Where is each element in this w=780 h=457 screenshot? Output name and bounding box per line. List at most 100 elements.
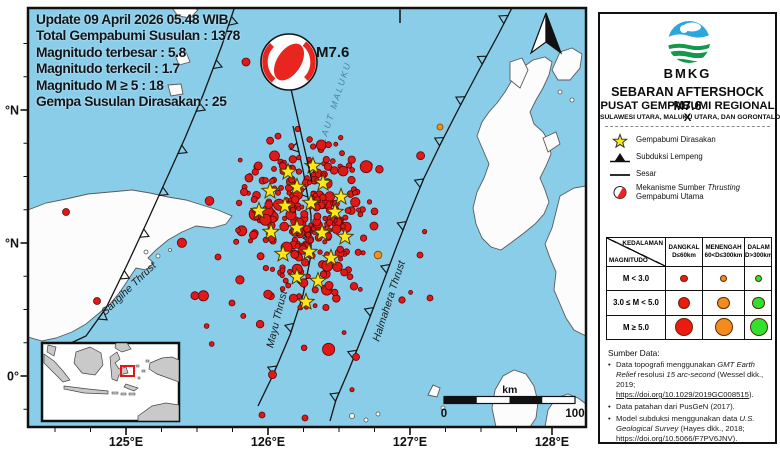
aftershock-dot	[233, 238, 240, 245]
aftershock-dot	[322, 342, 336, 356]
lon-tick-label: 126°E	[251, 435, 285, 449]
aftershock-dot	[62, 208, 70, 216]
felt-star	[308, 271, 328, 290]
legend-item: Sesar	[609, 167, 773, 182]
felt-star	[261, 222, 281, 241]
aftershock-dot	[339, 150, 345, 157]
mainshock-magnitude-label: M7.6	[316, 44, 349, 61]
update-info-box: Update 09 April 2026 05.48 WIB Total Gem…	[36, 12, 240, 110]
aftershock-dot	[310, 171, 317, 178]
aftershock-dot	[325, 141, 332, 149]
scale-value: 0	[441, 408, 447, 420]
aftershock-dot	[203, 323, 210, 329]
aftershock-dot	[350, 197, 361, 208]
magnitude-depth-circle	[677, 296, 691, 310]
felt-star	[325, 202, 345, 221]
aftershock-dot	[324, 280, 334, 290]
aftershock-dot	[256, 252, 265, 261]
legend-item-label: Subduksi Lempeng	[636, 152, 703, 162]
lon-tick-label: 128°E	[535, 435, 569, 449]
table-corner-cell: KEDALAMAN MAGNITUDO	[607, 238, 665, 266]
magnitude-depth-circle	[675, 318, 693, 337]
aftershock-dot-medium-depth	[373, 250, 383, 260]
total-aftershocks-line: Total Gempabumi Susulan : 1378	[36, 28, 240, 44]
aftershock-dot	[269, 177, 276, 184]
magnitude-depth-circle	[749, 318, 768, 337]
aftershock-dot	[262, 264, 269, 272]
landmass	[544, 185, 586, 337]
aftershock-dot	[262, 177, 269, 184]
legend-item-label: Sesar	[636, 169, 657, 179]
aftershock-dot	[93, 297, 101, 305]
aftershock-dot	[305, 273, 311, 279]
scale-value: 100	[565, 408, 584, 420]
update-line: Update 09 April 2026 05.48 WIB	[36, 12, 229, 27]
aftershock-dot	[317, 249, 323, 255]
magnitude-depth-circle	[714, 318, 733, 337]
aftershock-dot	[338, 256, 344, 262]
aftershock-dot	[337, 165, 349, 177]
aftershock-dot	[352, 190, 358, 196]
felt-star	[249, 201, 269, 220]
panel-subtitle: PUSAT GEMPABUMI REGIONAL X	[600, 100, 775, 124]
aftershock-dot	[312, 192, 318, 198]
table-circle-cell	[702, 290, 744, 315]
aftershock-dot	[336, 245, 344, 253]
aftershock-dot	[268, 370, 277, 380]
aftershock-dot	[408, 289, 414, 295]
source-item: • Data patahan dari PusGeN (2017).	[608, 402, 735, 411]
north-arrow	[529, 12, 563, 55]
aftershock-dot	[263, 289, 273, 299]
aftershock-dot	[278, 162, 287, 170]
aftershock-dot	[299, 204, 305, 210]
felt-star	[335, 227, 355, 246]
aftershock-dot	[269, 150, 280, 162]
felt-star	[301, 193, 321, 212]
aftershock-dot	[190, 291, 200, 301]
magnitude-depth-circle	[752, 296, 765, 310]
panel-region-subtitle: SULAWESI UTARA, MALUKU UTARA, DAN GORONT…	[600, 114, 780, 121]
source-item: • Data topografi menggunakan GMT Earth Re…	[608, 360, 764, 399]
aftershock-dot	[288, 155, 297, 164]
aftershock-dot	[279, 273, 285, 279]
aftershock-dot	[294, 243, 301, 249]
aftershock-dot	[331, 224, 342, 235]
aftershock-dot	[240, 312, 247, 319]
aftershock-dot	[322, 215, 328, 221]
aftershock-dot	[271, 165, 277, 172]
table-circle-cell	[744, 314, 773, 339]
lon-tick-label: 125°E	[109, 435, 143, 449]
aftershock-dot	[301, 414, 309, 422]
axes: 125°E 126°E 127°E 128°E °N °N 0°	[5, 43, 569, 449]
landmass	[28, 189, 233, 342]
aftershock-dot	[349, 387, 355, 393]
legend-item-label: Gempabumi Dirasakan	[636, 135, 716, 145]
aftershock-dot	[344, 207, 352, 214]
aftershock-dot-medium-depth	[436, 123, 444, 131]
aftershock-dot	[323, 162, 333, 171]
table-circle-cell	[702, 266, 744, 291]
aftershock-dot	[326, 219, 334, 226]
aftershock-dot	[288, 293, 298, 303]
aftershock-dot	[333, 141, 339, 147]
aftershock-dot	[421, 229, 428, 235]
table-row-label: M < 3.0	[607, 266, 665, 290]
inset-study-area-box	[120, 365, 135, 377]
aftershock-dot	[286, 190, 292, 196]
felt-star	[312, 223, 332, 242]
aftershock-dot	[255, 320, 265, 329]
aftershock-dot	[340, 268, 349, 277]
aftershock-dot	[360, 250, 366, 256]
table-depth-label: KEDALAMAN	[622, 240, 663, 247]
felt-star	[278, 162, 298, 181]
legend-item: Mekanisme Sumber Thrusting Gempabumi Uta…	[609, 183, 773, 202]
aftershock-dot	[285, 282, 292, 289]
felt-star	[321, 248, 341, 267]
source-item: • Model subduksi menggunakan data U.S. Ge…	[608, 414, 755, 443]
aftershock-dot	[357, 211, 364, 218]
bmkg-logo	[668, 21, 710, 63]
aftershock-dot	[322, 303, 330, 311]
aftershock-dot	[279, 267, 286, 274]
aftershock-dot	[347, 176, 356, 185]
felt-star	[273, 244, 293, 263]
